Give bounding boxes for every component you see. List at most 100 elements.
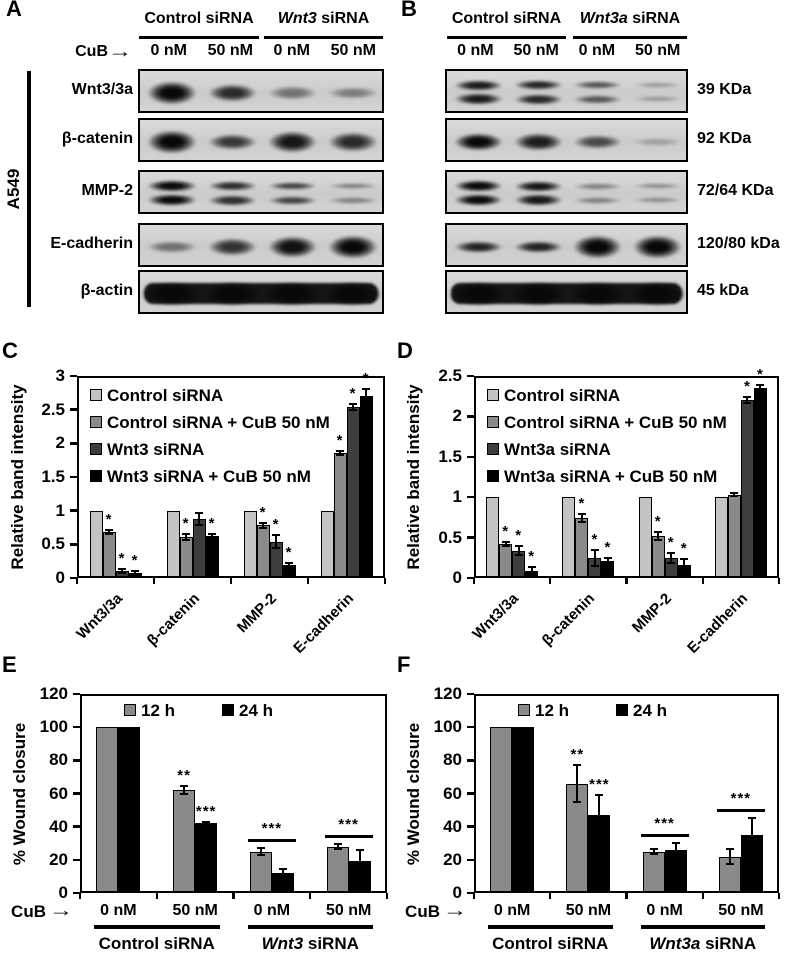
panel-e-label: E <box>2 652 17 677</box>
sig-label: * <box>362 369 370 387</box>
blot-band <box>207 194 258 206</box>
x-tick-mark <box>152 578 156 584</box>
error-bar-cap <box>595 833 604 836</box>
bar-c-control-sirna-cub-50-nm-c1 <box>179 536 193 577</box>
blot-box <box>138 170 384 214</box>
sig-label: * <box>502 523 510 541</box>
y-tick-label: 0 <box>452 883 462 902</box>
bar-f-24-h-c0 <box>512 727 535 892</box>
x-tick-mark <box>777 893 781 899</box>
y-tick-mark <box>467 415 474 418</box>
x-group-label-text: siRNA <box>700 934 757 953</box>
bracket-label: *** <box>261 820 283 838</box>
category-label: 50 nM <box>565 902 612 919</box>
error-bar-cap <box>208 532 216 535</box>
category-label: 50 nM <box>172 902 218 919</box>
group-underline <box>139 36 259 39</box>
bar-e-12-h-c3 <box>326 846 349 892</box>
x-tick-mark <box>701 578 704 584</box>
legend-label: Wnt3a siRNA + CuB 50 nM <box>504 467 718 486</box>
x-group-underline <box>488 925 613 929</box>
blot-box <box>445 118 688 162</box>
blot-band <box>513 180 563 192</box>
error-bar-cap <box>285 561 293 564</box>
sig-label: * <box>349 385 357 403</box>
bracket-line <box>324 835 373 838</box>
bracket-line <box>716 809 765 812</box>
y-tick-mark <box>467 374 474 378</box>
legend-swatch <box>487 443 499 455</box>
error-bar-cap <box>514 553 523 556</box>
dose-label: 50 nM <box>634 42 681 59</box>
x-group-underline <box>94 925 220 929</box>
y-tick-mark <box>467 891 474 895</box>
x-group-label: Control siRNA <box>460 934 640 954</box>
blot-band <box>454 180 504 192</box>
sig-label: * <box>515 527 523 545</box>
y-tick-mark <box>467 692 474 696</box>
error-bar-cap <box>182 538 190 541</box>
y-tick-label: 2 <box>55 433 65 453</box>
error-bar-cap <box>355 848 364 851</box>
blot-band <box>454 240 504 254</box>
sig-label: * <box>756 365 764 383</box>
error-bar-cap <box>349 408 357 411</box>
error-bar-cap <box>501 541 510 544</box>
legend-label: Control siRNA + CuB 50 nM <box>504 413 727 432</box>
y-tick-label: 100 <box>433 717 462 737</box>
error-bar <box>205 821 208 825</box>
blot-band <box>454 132 504 152</box>
error-bar-cap <box>195 524 203 527</box>
blot-band <box>449 282 508 306</box>
blot-group-header-text: Control siRNA <box>451 10 562 27</box>
x-group-underline <box>247 925 373 929</box>
y-tick-label: 80 <box>49 750 68 770</box>
x-tick-mark <box>383 578 387 584</box>
x-group-label-text: Control siRNA <box>98 934 215 953</box>
sig-label: * <box>743 378 751 395</box>
blot-band <box>147 194 197 207</box>
legend-swatch <box>90 470 102 482</box>
y-tick-label: 120 <box>39 684 68 703</box>
dose-label: 0 nM <box>578 42 616 59</box>
y-tick-label: 2 <box>452 406 462 426</box>
y-tick-mark <box>467 496 474 499</box>
blot-box <box>138 69 384 113</box>
category-label: 0 nM <box>646 902 683 919</box>
y-tick-label: 40 <box>443 816 462 836</box>
blot-band <box>513 194 563 206</box>
blot-band <box>454 79 504 91</box>
y-tick-mark <box>467 725 474 729</box>
blot-box <box>138 118 384 162</box>
dose-label: 0 nM <box>150 42 187 59</box>
cub-label: CuB <box>11 902 46 921</box>
error-bar-cap <box>649 848 658 851</box>
y-tick-mark <box>73 759 80 762</box>
sig-label: * <box>336 432 344 450</box>
error-bar-cap <box>603 556 612 559</box>
blot-band <box>573 234 623 260</box>
error-bar-cap <box>680 558 689 561</box>
error-bar <box>339 451 341 456</box>
error-bar-cap <box>131 570 139 573</box>
legend-swatch <box>124 704 136 716</box>
error-bar-cap <box>590 548 599 551</box>
error-bar-cap <box>667 551 676 554</box>
bar-d-control-sirna-c1 <box>562 497 576 577</box>
blot-group-header-text: siRNA <box>316 10 370 27</box>
blot-box <box>138 223 384 267</box>
blot-band <box>573 182 623 190</box>
blot-band <box>142 282 202 306</box>
blot-band <box>632 234 682 260</box>
legend-label: Control siRNA <box>504 386 621 405</box>
y-tick-mark <box>467 455 474 458</box>
x-group-underline <box>640 925 765 929</box>
kda-label: 45 kDa <box>697 282 749 299</box>
legend-label: 12 h <box>141 701 176 720</box>
blot-band <box>454 194 504 207</box>
blot-row-label: Wnt3/3a <box>71 81 133 98</box>
legend-swatch <box>487 389 499 401</box>
legend-swatch <box>487 470 499 482</box>
blot-band <box>207 83 258 103</box>
error-bar-cap <box>362 387 370 390</box>
